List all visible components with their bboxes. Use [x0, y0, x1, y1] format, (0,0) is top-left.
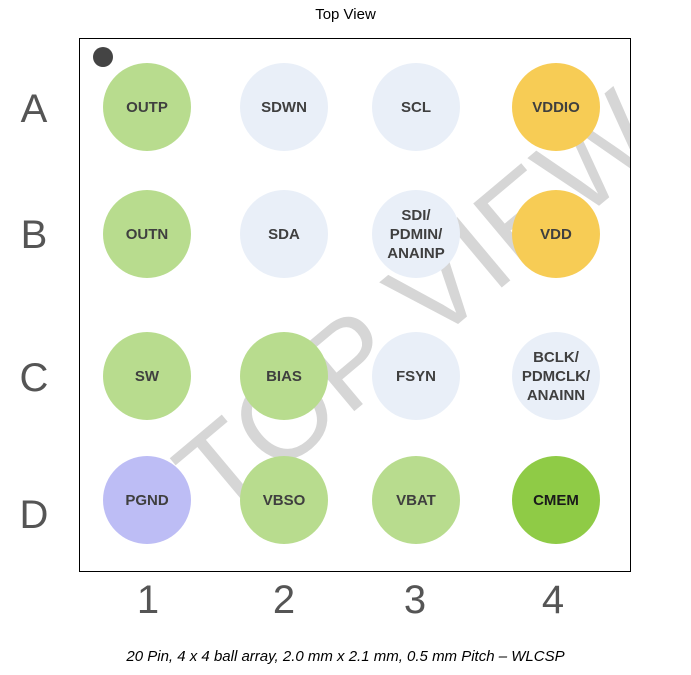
ball-d3: VBAT [372, 456, 460, 544]
ball-a4: VDDIO [512, 63, 600, 151]
ball-c3: FSYN [372, 332, 460, 420]
ball-b4: VDD [512, 190, 600, 278]
ball-b3: SDI/ PDMIN/ ANAINP [372, 190, 460, 278]
row-label-b: B [20, 213, 48, 257]
col-label-4: 4 [541, 578, 565, 622]
ball-c1: SW [103, 332, 191, 420]
ball-a3: SCL [372, 63, 460, 151]
row-label-a: A [20, 87, 48, 131]
pin1-marker [93, 47, 113, 67]
ball-c4: BCLK/ PDMCLK/ ANAINN [512, 332, 600, 420]
package-caption: 20 Pin, 4 x 4 ball array, 2.0 mm x 2.1 m… [126, 648, 565, 665]
col-label-2: 2 [272, 578, 296, 622]
row-label-c: C [19, 356, 49, 400]
package-outline: TOP VIEW OUTP SDWN SCL VDDIO OUTN SDA SD… [79, 38, 631, 572]
ball-c2: BIAS [240, 332, 328, 420]
ball-d2: VBSO [240, 456, 328, 544]
ball-d1: PGND [103, 456, 191, 544]
ball-a2: SDWN [240, 63, 328, 151]
diagram-title: Top View [315, 6, 376, 23]
ball-a1: OUTP [103, 63, 191, 151]
row-label-d: D [19, 493, 49, 537]
col-label-1: 1 [136, 578, 160, 622]
col-label-3: 3 [403, 578, 427, 622]
ball-d4: CMEM [512, 456, 600, 544]
ball-b1: OUTN [103, 190, 191, 278]
ball-b2: SDA [240, 190, 328, 278]
